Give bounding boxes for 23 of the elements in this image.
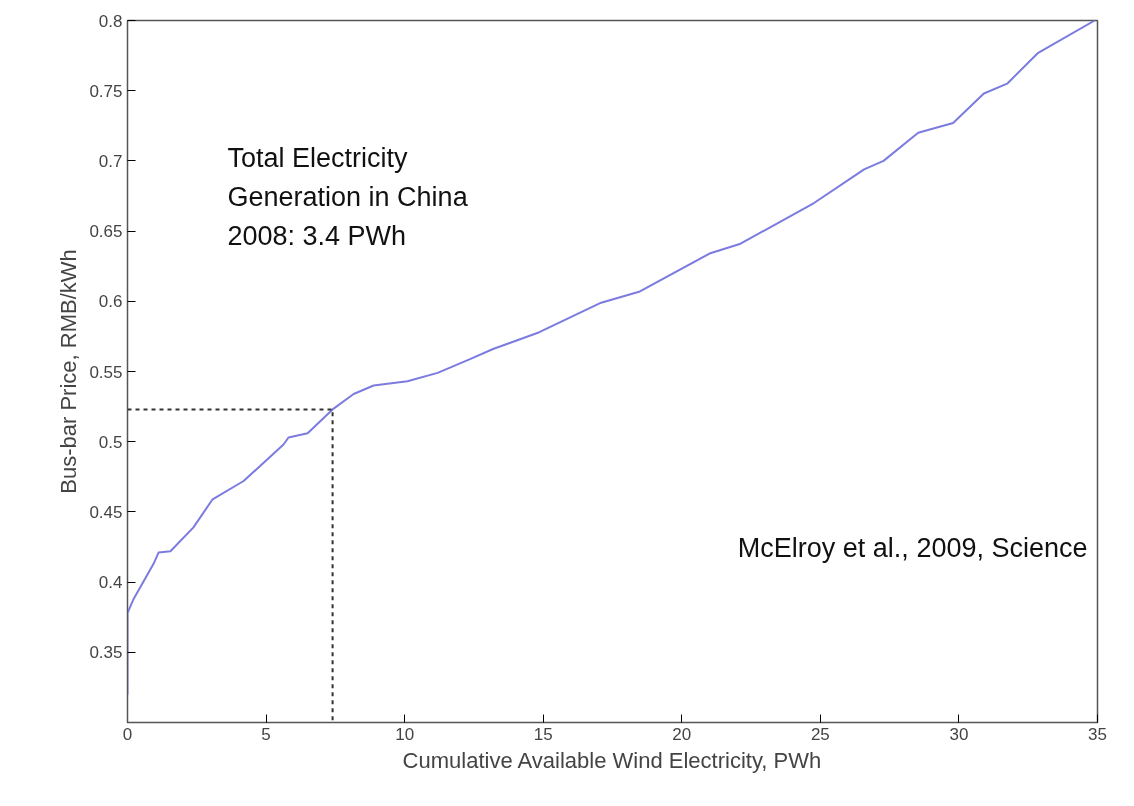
y-tick-label: 0.4 bbox=[98, 573, 123, 593]
y-tick-label: 0.45 bbox=[89, 502, 123, 522]
annotation: McElroy et al., 2009, Science bbox=[737, 532, 1088, 563]
y-tick-label: 0.6 bbox=[98, 292, 123, 312]
annotation: Total Electricity Generation in China 2008: 3.4 PWh bbox=[227, 142, 469, 251]
x-tick-label: 20 bbox=[672, 724, 692, 744]
y-tick-label: 0.35 bbox=[89, 643, 123, 663]
y-tick-label: 0.8 bbox=[98, 11, 123, 31]
y-tick-label: 0.75 bbox=[89, 81, 123, 101]
y-axis-title: Bus-bar Price, RMB/kWh bbox=[56, 249, 82, 494]
x-tick-label: 35 bbox=[1088, 724, 1107, 744]
x-tick-label: 30 bbox=[949, 724, 969, 744]
x-tick-label: 15 bbox=[533, 724, 553, 744]
x-axis-title: Cumulative Available Wind Electricity, PWh bbox=[402, 747, 822, 773]
x-tick-label: 0 bbox=[122, 724, 133, 744]
x-tick-label: 25 bbox=[810, 724, 830, 744]
y-tick-label: 0.65 bbox=[89, 222, 123, 242]
y-tick-label: 0.55 bbox=[89, 362, 123, 382]
y-tick-label: 0.7 bbox=[98, 151, 123, 171]
line-series bbox=[127, 20, 1096, 696]
y-tick-label: 0.5 bbox=[98, 432, 123, 452]
x-tick-label: 5 bbox=[261, 724, 271, 744]
x-tick-label: 10 bbox=[395, 724, 415, 744]
